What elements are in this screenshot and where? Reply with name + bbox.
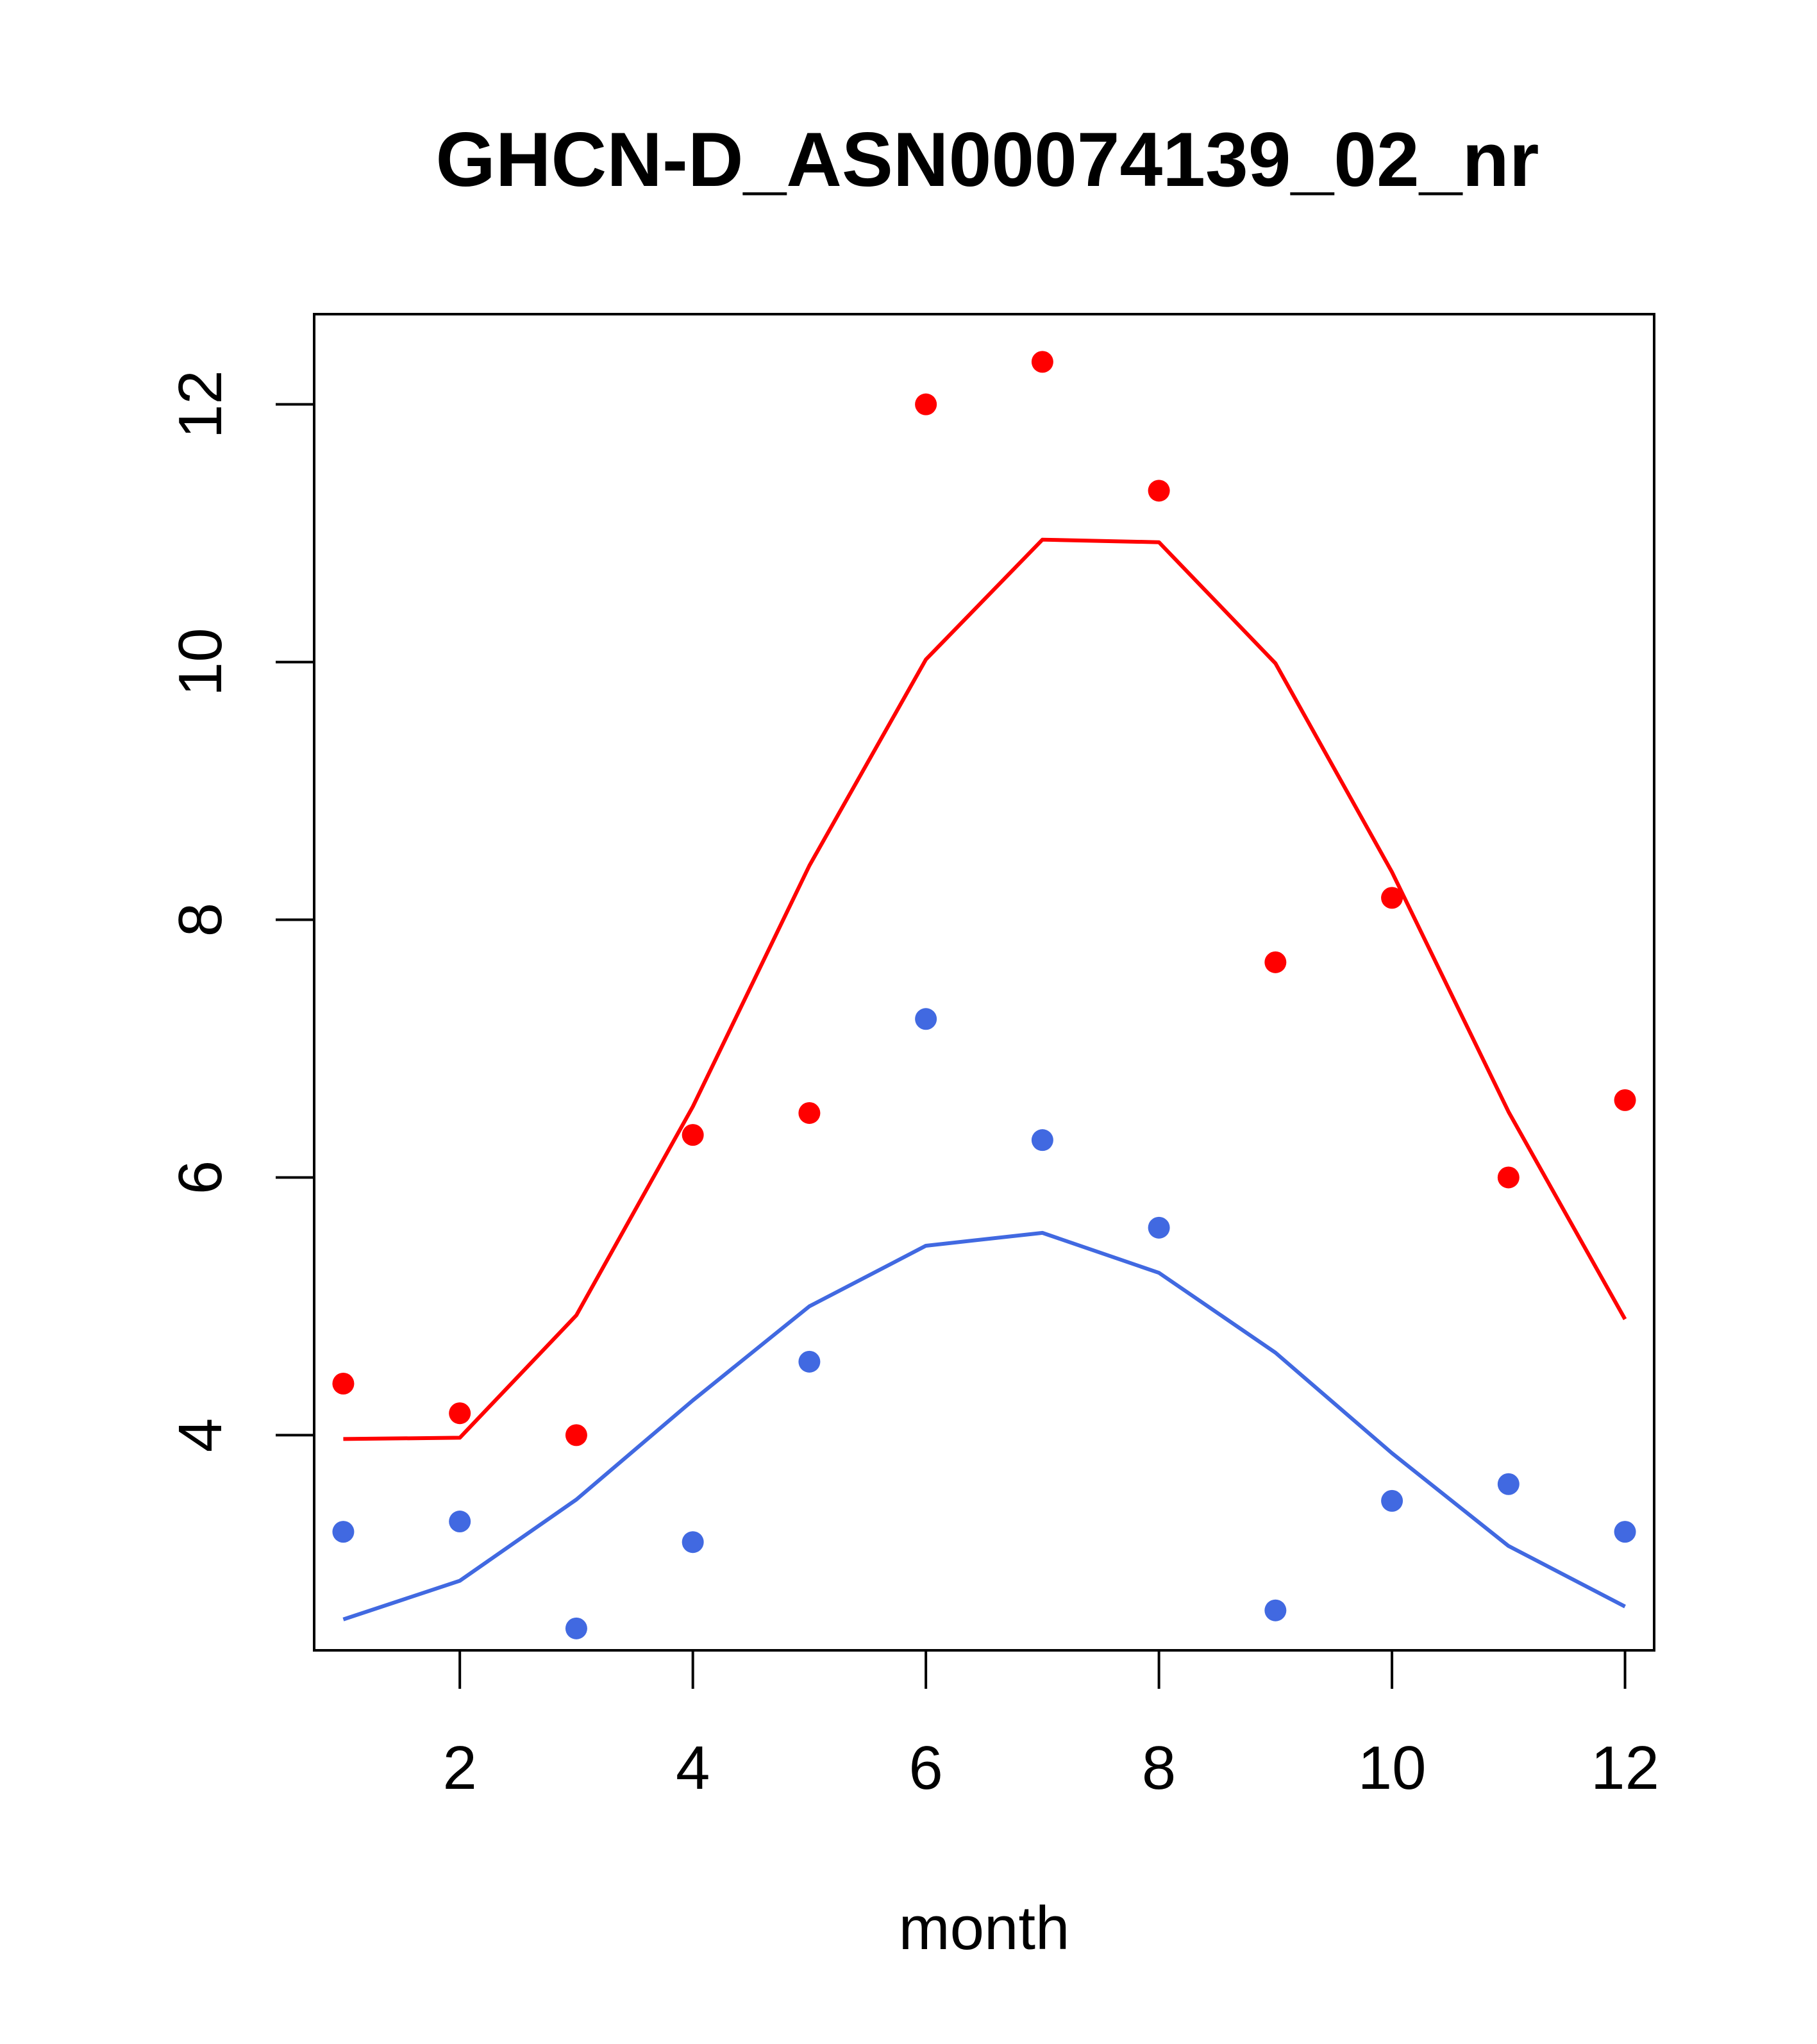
series-0-point [1614, 1089, 1636, 1111]
chart-title: GHCN-D_ASN00074139_02_nr [436, 117, 1539, 203]
series-1-point [565, 1617, 587, 1639]
y-tick-label: 4 [166, 1418, 235, 1452]
series-0-point [1031, 351, 1053, 373]
plot-frame [313, 313, 1655, 1652]
y-tick-label: 12 [166, 370, 235, 439]
x-tick-label: 12 [1591, 1734, 1659, 1802]
x-tick-label: 8 [1142, 1734, 1176, 1802]
x-axis: 2 4 6 8 10 12 [442, 1649, 1659, 1802]
series-0-point [1148, 480, 1170, 502]
series-0-point [565, 1424, 587, 1446]
series-1-point [449, 1511, 471, 1533]
series-0-point [682, 1124, 704, 1146]
series-1-point [1497, 1473, 1520, 1495]
series-0-point [798, 1102, 821, 1124]
series-0-line [343, 537, 1627, 1441]
series-0-point [915, 393, 937, 415]
series-layer [332, 351, 1636, 1639]
x-axis-label: month [899, 1894, 1070, 1963]
series-1-point [1264, 1599, 1287, 1621]
series-1-point [1148, 1216, 1170, 1239]
y-tick-label: 10 [166, 628, 235, 696]
series-1-point [798, 1350, 821, 1373]
series-1-point [332, 1521, 355, 1543]
series-1-point [915, 1008, 937, 1030]
x-tick-label: 6 [908, 1734, 942, 1802]
series-1-point [1381, 1489, 1403, 1512]
y-tick-label: 8 [166, 903, 235, 937]
x-tick-label: 2 [442, 1734, 476, 1802]
x-tick-label: 4 [676, 1734, 710, 1802]
x-tick-label: 10 [1358, 1734, 1427, 1802]
series-1-point [1614, 1521, 1636, 1543]
series-0-point [1497, 1166, 1520, 1189]
y-tick-label: 6 [166, 1160, 235, 1194]
series-1-point [682, 1531, 704, 1554]
series-1-point [1031, 1129, 1053, 1152]
series-0-point [1264, 951, 1287, 973]
series-0-point [332, 1373, 355, 1395]
series-0-point [449, 1402, 471, 1425]
y-axis: 4 6 8 10 12 [166, 370, 315, 1452]
series-0-point [1381, 887, 1403, 909]
series-1-line [342, 1230, 1626, 1621]
